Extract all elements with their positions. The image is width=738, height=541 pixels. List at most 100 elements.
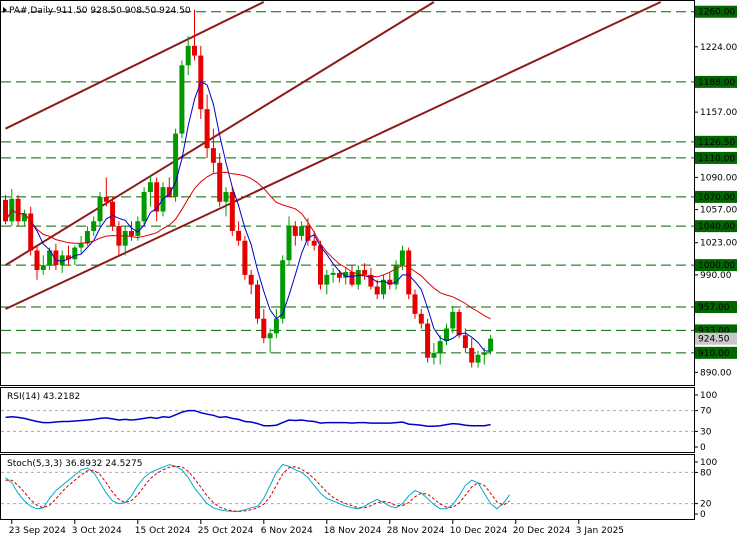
candle-body-68 bbox=[431, 352, 437, 358]
stoch-tick-label-3: 0 bbox=[700, 510, 706, 520]
candle-body-72 bbox=[456, 311, 462, 336]
level-tag-7 bbox=[695, 301, 737, 314]
candle-body-50 bbox=[318, 245, 323, 285]
candle-body-63 bbox=[399, 250, 405, 266]
candle-body-43 bbox=[273, 318, 279, 334]
price-tick-label-12: 990.00 bbox=[700, 271, 732, 281]
stoch-tick-label-0: 100 bbox=[700, 458, 717, 468]
time-tick-label-4: 6 Nov 2024 bbox=[261, 526, 313, 536]
candle-body-10 bbox=[66, 255, 71, 260]
current-price-label: 924.50 bbox=[698, 335, 730, 345]
candle-body-71 bbox=[450, 311, 456, 329]
candle-body-22 bbox=[141, 192, 147, 222]
level-tag-label-0: 1260.00 bbox=[698, 8, 735, 18]
time-tick-label-7: 10 Dec 2024 bbox=[450, 526, 508, 536]
candle-body-17 bbox=[110, 201, 116, 227]
candle-body-45 bbox=[286, 226, 292, 261]
candle-body-19 bbox=[122, 231, 128, 246]
candle-body-5 bbox=[34, 250, 40, 270]
candle-body-77 bbox=[488, 338, 494, 352]
level-tag-6 bbox=[695, 259, 737, 272]
ma-slow-line bbox=[5, 171, 491, 320]
current-price-tag bbox=[695, 332, 737, 345]
candle-body-12 bbox=[78, 243, 84, 248]
level-tag-label-5: 1040.00 bbox=[698, 222, 735, 232]
time-tick-label-9: 3 Jan 2025 bbox=[576, 526, 624, 536]
candle-body-52 bbox=[330, 272, 336, 275]
candle-body-28 bbox=[179, 65, 185, 134]
level-tag-5 bbox=[695, 220, 737, 233]
candle-body-7 bbox=[47, 250, 53, 266]
candle-body-3 bbox=[21, 213, 27, 222]
rsi-tick-label-0: 100 bbox=[700, 391, 717, 401]
candle-body-29 bbox=[185, 45, 191, 66]
level-tag-label-4: 1070.00 bbox=[698, 193, 735, 203]
rsi-title: RSI(14) 43.2182 bbox=[7, 392, 80, 402]
chart-title: PA#,Daily 911.50 928.50 908.50 924.50 bbox=[9, 6, 191, 16]
header-arrow-icon bbox=[3, 7, 7, 13]
candle-body-16 bbox=[103, 196, 109, 202]
level-tag-label-2: 1126.50 bbox=[698, 138, 735, 148]
horizontal-levels bbox=[1, 11, 694, 354]
candle-body-42 bbox=[267, 333, 273, 339]
candle-body-26 bbox=[166, 187, 172, 197]
candle-body-8 bbox=[53, 250, 59, 266]
stoch-tick-label-2: 20 bbox=[700, 500, 712, 510]
level-tag-3 bbox=[695, 151, 737, 164]
candle-body-74 bbox=[469, 347, 475, 363]
rsi-series-0 bbox=[5, 409, 491, 427]
level-tag-0 bbox=[695, 5, 737, 18]
candle-body-54 bbox=[343, 271, 349, 278]
candle-body-6 bbox=[40, 265, 46, 270]
time-tick-label-6: 28 Nov 2024 bbox=[387, 526, 445, 536]
price-tick-label-10: 1023.00 bbox=[700, 239, 737, 249]
candle-body-59 bbox=[374, 286, 380, 295]
price-axis: 1260.001224.001188.001157.001126.001110.… bbox=[694, 5, 737, 378]
level-tag-2 bbox=[695, 135, 737, 148]
candle-body-37 bbox=[236, 231, 242, 241]
time-tick-label-2: 15 Oct 2024 bbox=[135, 526, 191, 536]
candle-body-15 bbox=[97, 196, 103, 222]
level-tag-label-7: 957.00 bbox=[698, 303, 730, 313]
level-tag-4 bbox=[695, 190, 737, 203]
candle-body-56 bbox=[355, 269, 361, 285]
candle-body-73 bbox=[462, 335, 468, 348]
candle-body-4 bbox=[28, 213, 34, 251]
candle-body-47 bbox=[299, 226, 305, 236]
candle-body-32 bbox=[204, 109, 210, 149]
candle-body-13 bbox=[84, 231, 90, 244]
candle-body-36 bbox=[229, 192, 235, 232]
stoch-series-0 bbox=[5, 464, 510, 512]
candle-body-34 bbox=[217, 162, 223, 202]
rsi-panel-frame bbox=[0, 387, 695, 453]
candle-body-11 bbox=[72, 247, 78, 260]
stoch-tick-label-1: 80 bbox=[700, 468, 712, 478]
candle-body-0 bbox=[3, 199, 8, 222]
time-tick-label-3: 25 Oct 2024 bbox=[198, 526, 254, 536]
candle-body-30 bbox=[192, 45, 197, 56]
candle-body-57 bbox=[362, 269, 368, 275]
ma-fast-line bbox=[5, 81, 491, 352]
price-tick-label-1: 1224.00 bbox=[700, 43, 737, 53]
candle-body-75 bbox=[475, 354, 481, 363]
candle-body-20 bbox=[129, 231, 134, 236]
channel-line-0 bbox=[5, 1, 265, 130]
candle-body-60 bbox=[381, 279, 386, 295]
price-panel-frame bbox=[0, 0, 695, 386]
rsi-tick-label-1: 70 bbox=[700, 407, 712, 417]
stoch-panel-frame bbox=[0, 454, 695, 520]
candle-body-44 bbox=[280, 260, 286, 319]
candle-body-58 bbox=[368, 274, 374, 287]
candle-body-40 bbox=[255, 284, 260, 319]
candle-body-64 bbox=[406, 250, 412, 295]
price-tick-label-16: 890.00 bbox=[700, 368, 732, 378]
candle-body-33 bbox=[210, 148, 216, 163]
level-tag-1 bbox=[695, 75, 737, 88]
candle-body-2 bbox=[15, 198, 21, 222]
level-tag-label-8: 933.00 bbox=[698, 326, 730, 336]
candle-body-55 bbox=[349, 271, 355, 285]
candle-body-23 bbox=[147, 182, 153, 193]
time-tick-label-1: 3 Oct 2024 bbox=[72, 526, 122, 536]
candle-body-62 bbox=[393, 265, 399, 285]
